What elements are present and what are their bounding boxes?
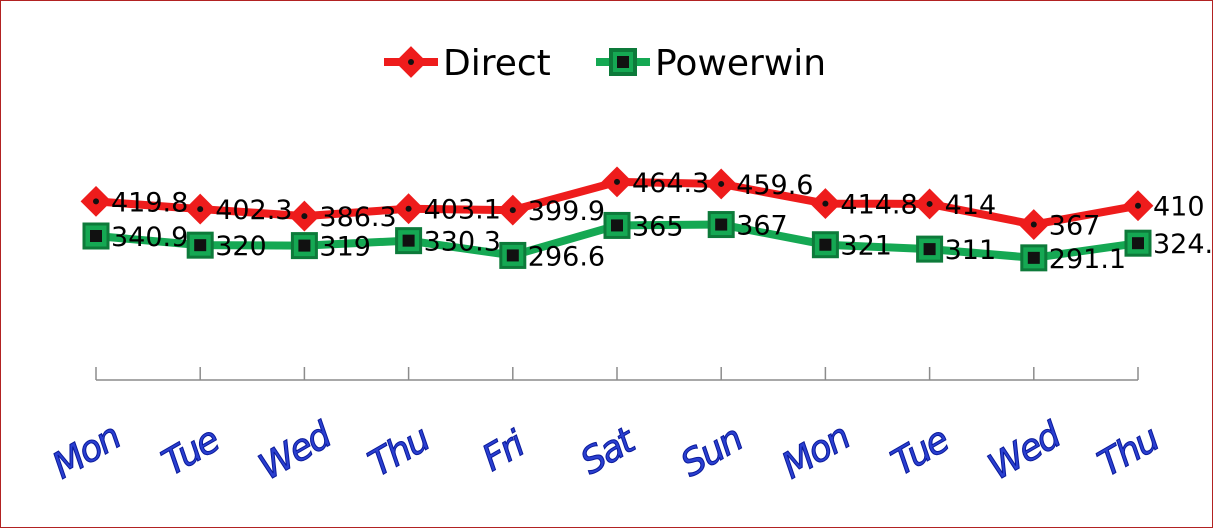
series-powerwin-point-dot (298, 239, 311, 252)
series-direct-point-dot (926, 200, 933, 207)
x-tick-label: Mon (46, 417, 127, 488)
series-powerwin-data-label: 296.6 (528, 241, 605, 272)
x-tick-label: Sun (674, 419, 749, 486)
series-direct-point-dot (1030, 221, 1037, 228)
legend-direct-dot (408, 59, 414, 65)
x-tick-label: Tue (155, 420, 226, 485)
legend-item-powerwin: Powerwin (596, 43, 826, 84)
series-direct-point-dot (1135, 202, 1141, 209)
series-powerwin-data-label: 321 (840, 231, 892, 262)
series-direct-data-label: 459.6 (736, 170, 813, 201)
legend-powerwin-marker (609, 48, 637, 76)
category-axis (95, 367, 1139, 381)
series-powerwin-point-dot (923, 243, 936, 256)
series-powerwin-point-dot (506, 249, 519, 262)
series-powerwin-data-label: 311 (945, 235, 997, 266)
series-powerwin-point-dot (1027, 251, 1040, 264)
series-powerwin-data-label: 324.5 (1153, 229, 1213, 260)
series-powerwin-data-label: 330.3 (424, 227, 501, 258)
series-powerwin-point-dot (715, 218, 728, 231)
series-direct-data-label: 414.8 (840, 190, 917, 221)
series-direct-data-label: 419.8 (111, 187, 188, 218)
x-tick-label: Thu (1091, 418, 1166, 485)
series-direct-data-label: 399.9 (528, 196, 605, 227)
series-direct-data-label: 414 (945, 190, 997, 221)
series-powerwin-data-label: 319 (319, 232, 371, 263)
series-powerwin-point-dot (90, 230, 102, 242)
series-powerwin-data-label: 340.9 (111, 222, 188, 253)
legend-direct-label: Direct (443, 43, 551, 84)
legend-powerwin-dot (617, 56, 629, 68)
legend-powerwin-label: Powerwin (655, 43, 826, 84)
series-powerwin-point-dot (819, 238, 832, 251)
series-powerwin-data-label: 367 (736, 211, 788, 242)
series-direct-point-dot (822, 200, 829, 207)
series-direct-data-label: 367 (1049, 211, 1101, 242)
series-direct-data-label: 410 (1153, 192, 1205, 223)
series-powerwin-point-dot (1132, 237, 1144, 250)
series-powerwin-point-dot (611, 219, 623, 232)
tick-labels: Mon Tue Wed Thu Fri Sat Sun Mon Tue Wed Thu (45, 414, 1166, 489)
x-tick-label: Fri (476, 423, 532, 479)
series-powerwin-data-label: 365 (632, 211, 684, 242)
x-tick-label: Mon (775, 417, 856, 488)
series-powerwin-point (707, 211, 735, 239)
series-direct-point-dot (93, 198, 99, 205)
series-direct-data-label: 402.3 (215, 195, 292, 226)
series-direct-point-dot (197, 206, 204, 213)
x-tick-label: Sat (574, 419, 644, 483)
x-tick-label: Thu (362, 418, 437, 485)
x-tick-label: Wed (252, 414, 340, 488)
series-markers (80, 166, 1154, 272)
legend: Direct Powerwin (384, 43, 826, 84)
x-tick-label: Wed (981, 414, 1069, 488)
series-powerwin-point-dot (402, 234, 415, 247)
x-tick-label: Tue (885, 420, 956, 485)
series-direct-point-dot (718, 180, 725, 187)
series-direct-data-label: 464.3 (632, 168, 709, 199)
series-direct-point-dot (405, 205, 412, 212)
series-powerwin-data-label: 291.1 (1049, 244, 1126, 275)
series-powerwin-data-label: 320 (215, 231, 267, 262)
legend-item-direct: Direct (384, 43, 551, 84)
series-direct-point-dot (614, 178, 620, 185)
series-direct-data-label: 403.1 (424, 195, 501, 226)
series-direct-data-label: 386.3 (319, 202, 396, 233)
series-direct-point-dot (509, 207, 516, 214)
series-powerwin-point-dot (194, 239, 207, 252)
data-labels: 419.8 402.3 386.3 403.1 399.9 464.3 459.6 414.8… (111, 168, 1213, 275)
series-direct-point-dot (301, 213, 308, 220)
series-powerwin-point (811, 231, 839, 259)
